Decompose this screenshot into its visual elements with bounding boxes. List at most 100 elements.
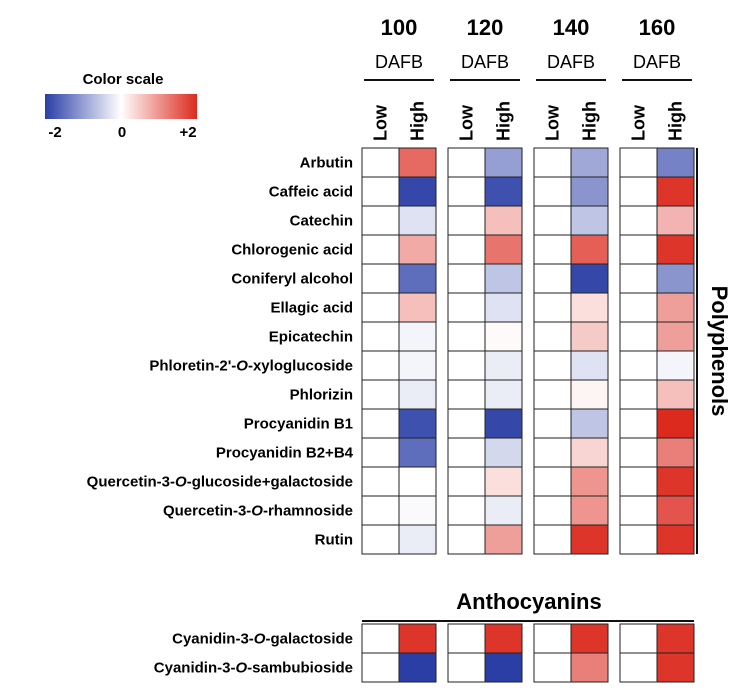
section-labels: Polyphenols Anthocyanins — [362, 148, 732, 622]
heatmap-cell-high — [484, 524, 523, 555]
row-label: Ellagic acid — [270, 300, 353, 317]
section-label-polyphenols: Polyphenols — [707, 286, 732, 417]
row-label: Procyanidin B1 — [244, 416, 353, 433]
heatmap-cell-low — [447, 234, 486, 265]
heatmap-cell-high — [398, 466, 437, 497]
heatmap-cell-low — [619, 379, 658, 410]
heatmap-cell-high — [484, 176, 523, 207]
heatmap-cell-high — [570, 292, 609, 323]
heatmap-cell-low — [361, 234, 400, 265]
color-scale-legend: Color scale -2 0 +2 — [45, 71, 197, 141]
heatmap-cell-low — [447, 350, 486, 381]
heatmap-cell-low — [447, 263, 486, 294]
heatmap-cell-low — [361, 623, 400, 654]
column-group-unit: DAFB — [461, 52, 509, 72]
heatmap-cell-high — [656, 263, 695, 294]
heatmap-cell-high — [570, 408, 609, 439]
heatmap-cell-high — [484, 147, 523, 178]
heatmap-cell-high — [656, 379, 695, 410]
heatmap-cell-low — [447, 321, 486, 352]
heatmap-cell-low — [447, 408, 486, 439]
heatmap-cell-high — [398, 147, 437, 178]
heatmap-cell-high — [484, 205, 523, 236]
level-label: Low — [543, 104, 563, 141]
heatmap-cell-high — [398, 623, 437, 654]
heatmap-cell-low — [619, 437, 658, 468]
heatmap-cell-high — [656, 176, 695, 207]
heatmap-cell-low — [533, 292, 572, 323]
row-label: Arbutin — [300, 155, 353, 172]
heatmap-cell-high — [398, 652, 437, 683]
heatmap-cell-high — [570, 263, 609, 294]
heatmap-cell-high — [484, 350, 523, 381]
heatmap-cell-low — [361, 652, 400, 683]
heatmap-cell-low — [619, 408, 658, 439]
row-label: Epicatechin — [269, 329, 353, 346]
row-label: Coniferyl alcohol — [231, 271, 353, 288]
row-label: Catechin — [290, 213, 353, 230]
heatmap-cell-high — [656, 350, 695, 381]
heatmap-cell-low — [533, 408, 572, 439]
heatmap-cell-high — [656, 623, 695, 654]
row-label: Rutin — [315, 532, 353, 549]
heatmap-cell-low — [533, 495, 572, 526]
heatmap-cell-low — [533, 176, 572, 207]
heatmap-cell-high — [398, 176, 437, 207]
heatmap-cell-low — [447, 176, 486, 207]
heatmap-cell-high — [570, 147, 609, 178]
heatmap-cell-low — [619, 147, 658, 178]
row-label: Quercetin-3-O-glucoside+galactoside — [87, 474, 353, 491]
heatmap-cell-low — [533, 524, 572, 555]
heatmap-cell-low — [533, 263, 572, 294]
color-scale-tick-mid: 0 — [118, 124, 126, 141]
heatmap-cell-low — [619, 263, 658, 294]
heatmap-cell-high — [656, 147, 695, 178]
heatmap-cell-low — [619, 524, 658, 555]
heatmap-cell-high — [570, 437, 609, 468]
row-label: Procyanidin B2+B4 — [216, 445, 354, 462]
heatmap-cell-high — [570, 321, 609, 352]
heatmap-cell-high — [656, 292, 695, 323]
heatmap-cell-high — [570, 524, 609, 555]
heatmap-cell-low — [619, 292, 658, 323]
row-label: Phloretin-2'-O-xyloglucoside — [149, 358, 353, 375]
color-scale-title: Color scale — [83, 71, 164, 88]
heatmap-cell-low — [361, 524, 400, 555]
row-label: Caffeic acid — [269, 184, 353, 201]
heatmap-cell-high — [484, 321, 523, 352]
heatmap-cell-high — [398, 437, 437, 468]
heatmap-cell-low — [533, 350, 572, 381]
heatmap-cell-low — [619, 623, 658, 654]
heatmap-cell-high — [484, 466, 523, 497]
heatmap-cell-high — [398, 292, 437, 323]
heatmap-cell-low — [533, 205, 572, 236]
heatmap-cell-high — [570, 652, 609, 683]
column-group-number: 140 — [553, 15, 590, 40]
heatmap-cell-high — [656, 408, 695, 439]
heatmap-cell-high — [484, 495, 523, 526]
color-scale-bar — [45, 94, 197, 119]
column-group-unit: DAFB — [547, 52, 595, 72]
heatmap-cell-low — [447, 524, 486, 555]
heatmap-cell-high — [484, 379, 523, 410]
column-group-number: 120 — [467, 15, 504, 40]
level-label: Low — [371, 104, 391, 141]
column-group-number: 160 — [639, 15, 676, 40]
heatmap-cell-low — [533, 652, 572, 683]
heatmap-cell-high — [656, 495, 695, 526]
heatmap-cell-high — [656, 205, 695, 236]
level-label: High — [580, 101, 600, 141]
heatmap-cell-high — [484, 263, 523, 294]
heatmap-cell-low — [361, 205, 400, 236]
heatmap-cell-low — [447, 437, 486, 468]
heatmap-cell-high — [484, 292, 523, 323]
heatmap-cell-high — [484, 408, 523, 439]
heatmap-cell-high — [484, 623, 523, 654]
heatmap-cell-high — [398, 408, 437, 439]
heatmap-cell-low — [361, 437, 400, 468]
heatmap-cell-high — [656, 321, 695, 352]
heatmap-cell-low — [447, 205, 486, 236]
heatmap-cell-low — [619, 176, 658, 207]
heatmap-cell-low — [447, 495, 486, 526]
row-label: Cyanidin-3-O-galactoside — [172, 631, 353, 648]
